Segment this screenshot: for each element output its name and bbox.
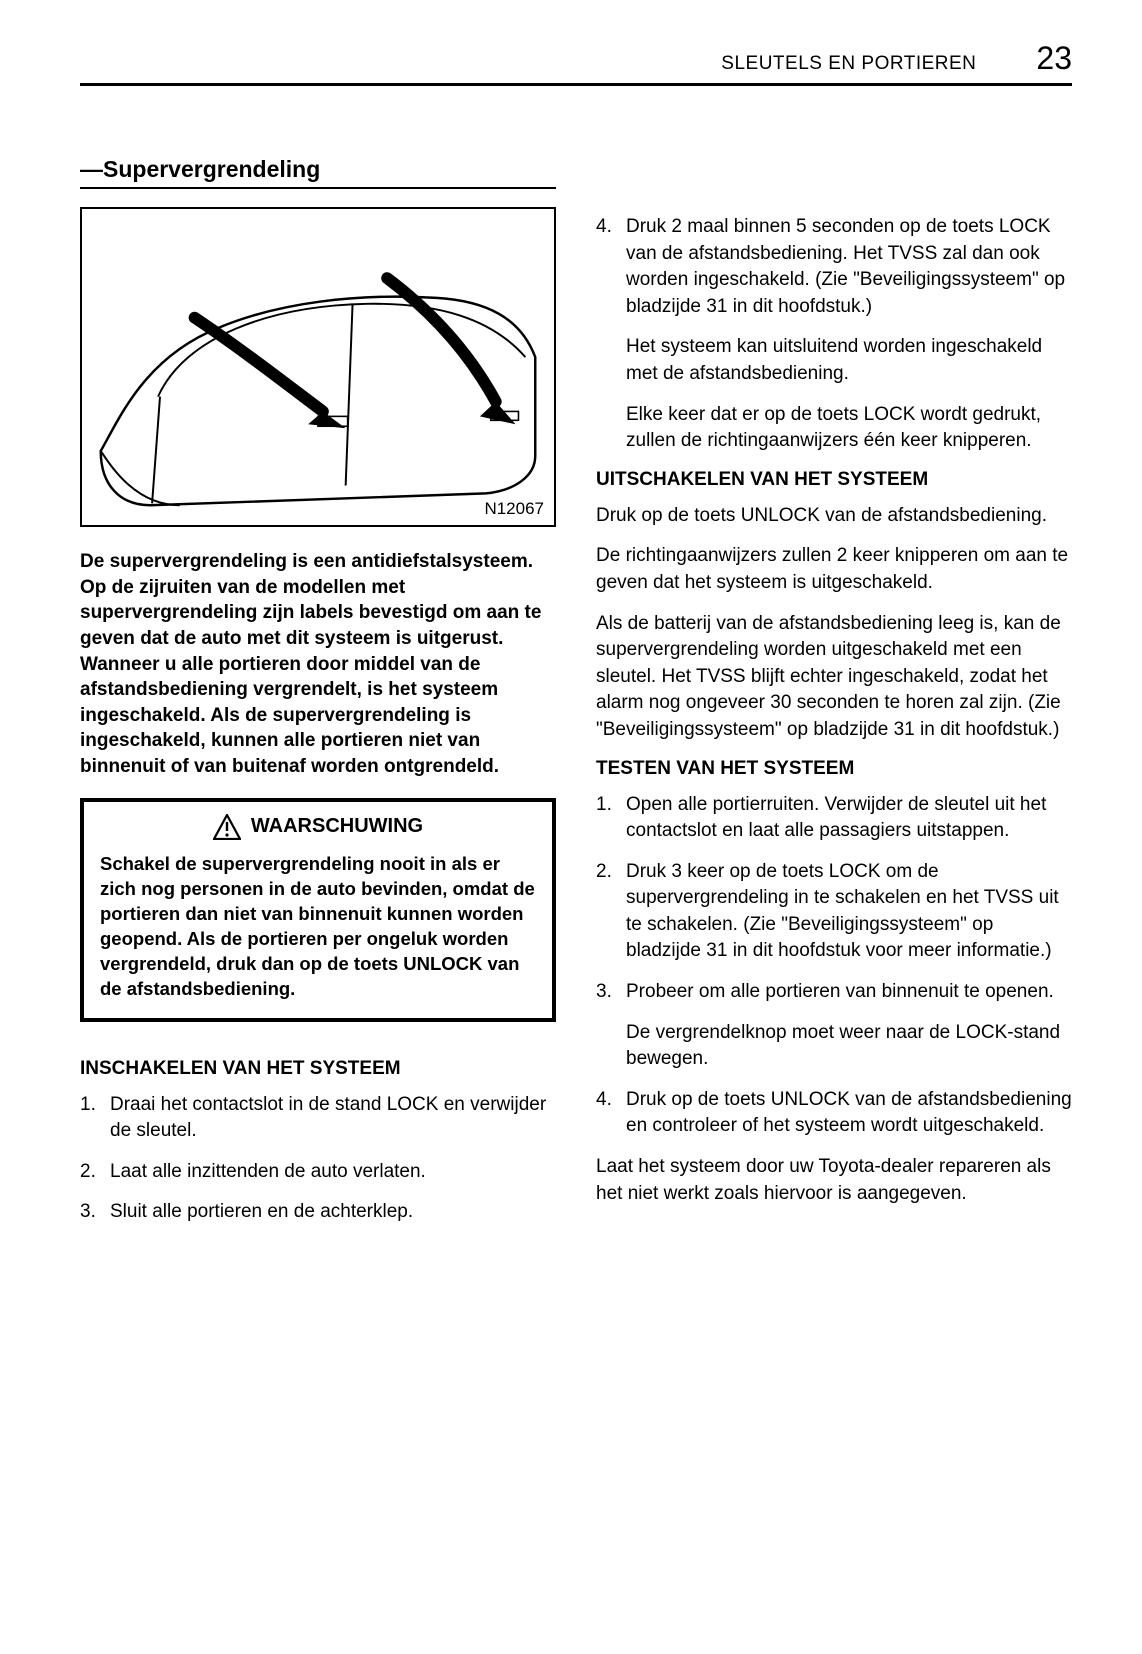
warning-icon	[213, 814, 241, 840]
car-illustration	[82, 209, 554, 525]
test-footer: Laat het systeem door uw Toyota-dealer r…	[596, 1154, 1072, 1207]
list-text: Laat alle inzittenden de auto verlaten.	[110, 1159, 556, 1186]
warning-title-text: WAARSCHUWING	[251, 815, 423, 838]
list-number: 1.	[596, 792, 618, 845]
disable-p2: De richtingaanwijzers zullen 2 keer knip…	[596, 543, 1072, 596]
intro-paragraph: De supervergrendeling is een antidiefsta…	[80, 549, 556, 780]
list-text: Druk op de toets UNLOCK van de afstandsb…	[626, 1087, 1072, 1140]
enable-item-3: 3. Sluit alle portieren en de achterklep…	[80, 1199, 556, 1226]
test-item-1: 1. Open alle portierruiten. Verwijder de…	[596, 792, 1072, 845]
header-section-title: SLEUTELS EN PORTIEREN	[721, 53, 976, 75]
list-text: Open alle portierruiten. Verwijder de sl…	[626, 792, 1072, 845]
list-text: Draai het contactslot in de stand LOCK e…	[110, 1092, 556, 1145]
test-note-after-3: De vergrendelknop moet weer naar de LOCK…	[626, 1020, 1072, 1073]
warning-body: Schakel de supervergrendeling nooit in a…	[100, 852, 536, 1002]
page: SLEUTELS EN PORTIEREN 23 —Supervergrende…	[0, 0, 1142, 1280]
test-heading: TESTEN VAN HET SYSTEEM	[596, 758, 1072, 780]
right-column: 4. Druk 2 maal binnen 5 seconden op de t…	[596, 156, 1072, 1240]
disable-p3: Als de batterij van de afstandsbediening…	[596, 611, 1072, 744]
enable-note-a: Het systeem kan uitsluitend worden inges…	[626, 334, 1072, 387]
enable-item-1: 1. Draai het contactslot in de stand LOC…	[80, 1092, 556, 1145]
list-text: Druk 2 maal binnen 5 seconden op de toet…	[626, 214, 1072, 320]
enable-item-4: 4. Druk 2 maal binnen 5 seconden op de t…	[596, 214, 1072, 320]
list-text: Druk 3 keer op de toets LOCK om de super…	[626, 859, 1072, 965]
content-columns: —Supervergrendeling	[80, 156, 1072, 1240]
list-number: 2.	[80, 1159, 102, 1186]
warning-title-row: WAARSCHUWING	[100, 814, 536, 840]
warning-box: WAARSCHUWING Schakel de supervergrendeli…	[80, 798, 556, 1022]
page-number: 23	[1036, 40, 1072, 77]
left-column: —Supervergrendeling	[80, 156, 556, 1240]
enable-item-2: 2. Laat alle inzittenden de auto verlate…	[80, 1159, 556, 1186]
list-text: Sluit alle portieren en de achterklep.	[110, 1199, 556, 1226]
test-item-4: 4. Druk op de toets UNLOCK van de afstan…	[596, 1087, 1072, 1140]
disable-p1: Druk op de toets UNLOCK van de afstandsb…	[596, 503, 1072, 530]
disable-heading: UITSCHAKELEN VAN HET SYSTEEM	[596, 469, 1072, 491]
list-number: 1.	[80, 1092, 102, 1145]
list-number: 3.	[596, 979, 618, 1006]
test-item-3: 3. Probeer om alle portieren van binnenu…	[596, 979, 1072, 1006]
list-number: 4.	[596, 1087, 618, 1140]
enable-note-b: Elke keer dat er op de toets LOCK wordt …	[626, 402, 1072, 455]
list-number: 4.	[596, 214, 618, 320]
list-number: 3.	[80, 1199, 102, 1226]
page-header: SLEUTELS EN PORTIEREN 23	[80, 40, 1072, 86]
list-text: Probeer om alle portieren van binnenuit …	[626, 979, 1072, 1006]
figure-box: N12067	[80, 207, 556, 527]
section-heading: —Supervergrendeling	[80, 156, 556, 189]
test-item-2: 2. Druk 3 keer op de toets LOCK om de su…	[596, 859, 1072, 965]
enable-heading: INSCHAKELEN VAN HET SYSTEEM	[80, 1058, 556, 1080]
figure-label: N12067	[484, 499, 544, 519]
list-number: 2.	[596, 859, 618, 965]
